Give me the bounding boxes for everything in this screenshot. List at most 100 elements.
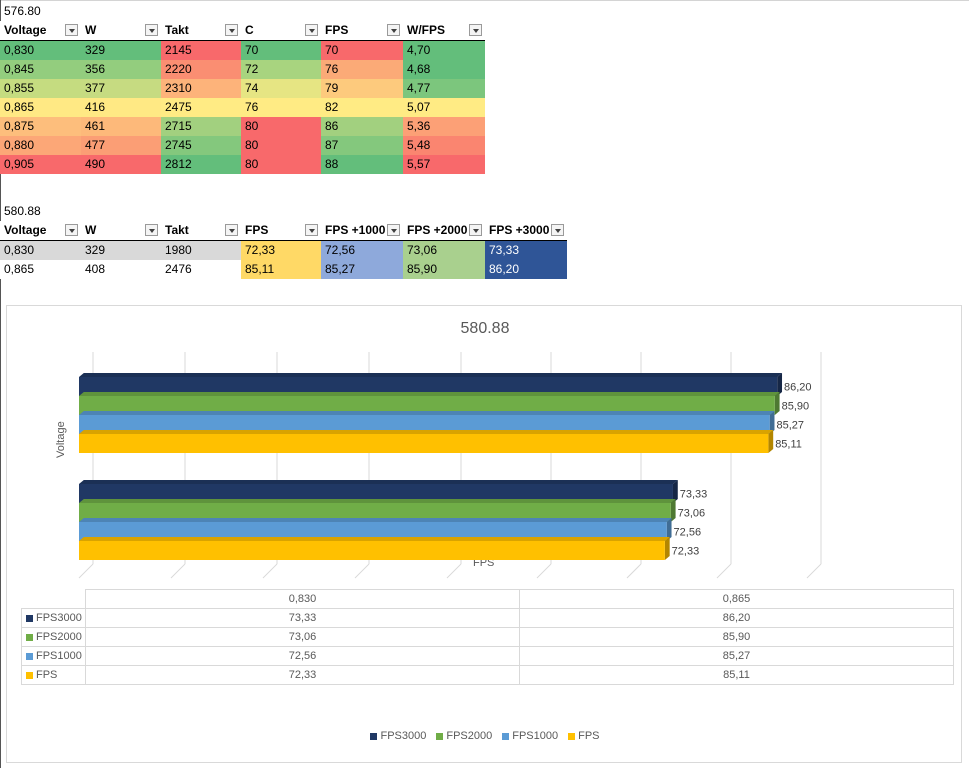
table-cell[interactable]: 72,33 xyxy=(241,240,321,260)
table-cell[interactable]: 0,865 xyxy=(0,98,81,117)
table2-header-cell[interactable]: FPS +1000 xyxy=(321,221,403,241)
data-table-value: 72,56 xyxy=(85,646,520,666)
table-cell[interactable]: 4,77 xyxy=(403,79,485,98)
data-table-row: FPS3000 73,33 86,20 xyxy=(21,608,954,628)
table2-header-cell[interactable]: FPS +3000 xyxy=(485,221,567,241)
table-cell[interactable]: 72,56 xyxy=(321,240,403,260)
table-cell[interactable]: 5,48 xyxy=(403,136,485,155)
table-cell[interactable]: 79 xyxy=(321,79,403,98)
bar-chart[interactable]: 580.88 Voltage FPS 73,33 73,06 72,56 72,33 8… xyxy=(6,305,962,763)
table-cell[interactable]: 2476 xyxy=(161,260,241,279)
table-cell[interactable]: 82 xyxy=(321,98,403,117)
table-cell[interactable]: 4,70 xyxy=(403,40,485,60)
table-cell[interactable]: 76 xyxy=(241,98,321,117)
table-cell[interactable]: 0,830 xyxy=(0,40,81,60)
table1-header-cell[interactable]: W xyxy=(81,21,161,41)
chart-bar xyxy=(79,541,665,560)
header-label: C xyxy=(245,23,254,37)
table1-header-cell[interactable]: Takt xyxy=(161,21,241,41)
header-label: Voltage xyxy=(4,223,47,237)
table-cell[interactable]: 5,36 xyxy=(403,117,485,136)
chart-bar-side xyxy=(769,411,775,434)
table1-header-cell[interactable]: C xyxy=(241,21,321,41)
table-cell[interactable]: 86 xyxy=(321,117,403,136)
table-cell[interactable]: 73,06 xyxy=(403,240,485,260)
table-cell[interactable]: 87 xyxy=(321,136,403,155)
table-cell[interactable]: 477 xyxy=(81,136,161,155)
table-cell[interactable]: 490 xyxy=(81,155,161,174)
table-cell[interactable]: 72 xyxy=(241,60,321,79)
filter-dropdown-icon[interactable] xyxy=(65,24,78,36)
table-cell[interactable]: 80 xyxy=(241,155,321,174)
filter-dropdown-icon[interactable] xyxy=(225,224,238,236)
legend-item: FPS1000 xyxy=(502,730,558,742)
table-cell[interactable]: 2475 xyxy=(161,98,241,117)
filter-dropdown-icon[interactable] xyxy=(145,24,158,36)
table-cell[interactable]: 5,57 xyxy=(403,155,485,174)
table-cell[interactable]: 85,27 xyxy=(321,260,403,279)
table2-header-cell[interactable]: Voltage xyxy=(0,221,81,241)
table-cell[interactable]: 2145 xyxy=(161,40,241,60)
table1-header-cell[interactable]: FPS xyxy=(321,21,403,41)
table-cell[interactable]: 356 xyxy=(81,60,161,79)
table-cell[interactable]: 461 xyxy=(81,117,161,136)
data-table-series-name: FPS1000 xyxy=(21,646,86,666)
table-cell[interactable]: 80 xyxy=(241,136,321,155)
filter-dropdown-icon[interactable] xyxy=(387,24,400,36)
table2-header-cell[interactable]: W xyxy=(81,221,161,241)
table1-header-cell[interactable]: W/FPS xyxy=(403,21,485,41)
table-cell[interactable]: 88 xyxy=(321,155,403,174)
table-cell[interactable]: 0,905 xyxy=(0,155,81,174)
table-cell[interactable]: 2220 xyxy=(161,60,241,79)
table-cell[interactable]: 0,855 xyxy=(0,79,81,98)
table2-header-cell[interactable]: Takt xyxy=(161,221,241,241)
table-cell[interactable]: 74 xyxy=(241,79,321,98)
table-cell[interactable]: 85,11 xyxy=(241,260,321,279)
table-cell[interactable]: 0,880 xyxy=(0,136,81,155)
legend-swatch-icon xyxy=(26,671,33,679)
filter-dropdown-icon[interactable] xyxy=(469,24,482,36)
table2-header-cell[interactable]: FPS xyxy=(241,221,321,241)
table-row: 0,880 477 2745 80 87 5,48 xyxy=(0,136,485,155)
data-table-series-name: FPS2000 xyxy=(21,627,86,647)
table-cell[interactable]: 377 xyxy=(81,79,161,98)
table-cell[interactable]: 73,33 xyxy=(485,240,567,260)
header-label: FPS +3000 xyxy=(489,223,550,237)
filter-dropdown-icon[interactable] xyxy=(225,24,238,36)
table-cell[interactable]: 4,68 xyxy=(403,60,485,79)
chart-bar xyxy=(79,522,667,541)
table-cell[interactable]: 0,830 xyxy=(0,240,81,260)
filter-dropdown-icon[interactable] xyxy=(305,24,318,36)
table-cell[interactable]: 329 xyxy=(81,240,161,260)
filter-dropdown-icon[interactable] xyxy=(551,224,564,236)
table-cell[interactable]: 0,845 xyxy=(0,60,81,79)
table1-header-cell[interactable]: Voltage xyxy=(0,21,81,41)
filter-dropdown-icon[interactable] xyxy=(65,224,78,236)
table-cell[interactable]: 2812 xyxy=(161,155,241,174)
table-cell[interactable]: 2745 xyxy=(161,136,241,155)
legend-swatch-icon xyxy=(436,732,444,740)
filter-dropdown-icon[interactable] xyxy=(387,224,400,236)
chart-bar-top xyxy=(79,499,676,503)
chart-legend: FPS3000 FPS2000 FPS1000 FPS xyxy=(7,730,963,742)
table-cell[interactable]: 1980 xyxy=(161,240,241,260)
table-cell[interactable]: 2715 xyxy=(161,117,241,136)
table-cell[interactable]: 86,20 xyxy=(485,260,567,279)
table-cell[interactable]: 2310 xyxy=(161,79,241,98)
table-cell[interactable]: 416 xyxy=(81,98,161,117)
table-cell[interactable]: 0,875 xyxy=(0,117,81,136)
table-cell[interactable]: 76 xyxy=(321,60,403,79)
filter-dropdown-icon[interactable] xyxy=(145,224,158,236)
table2-header-cell[interactable]: FPS +2000 xyxy=(403,221,485,241)
table-cell[interactable]: 85,90 xyxy=(403,260,485,279)
table-cell[interactable]: 70 xyxy=(241,40,321,60)
table-cell[interactable]: 408 xyxy=(81,260,161,279)
filter-dropdown-icon[interactable] xyxy=(469,224,482,236)
filter-dropdown-icon[interactable] xyxy=(305,224,318,236)
table-cell[interactable]: 80 xyxy=(241,117,321,136)
table-cell[interactable]: 329 xyxy=(81,40,161,60)
table-cell[interactable]: 70 xyxy=(321,40,403,60)
table-cell[interactable]: 5,07 xyxy=(403,98,485,117)
table-cell[interactable]: 0,865 xyxy=(0,260,81,279)
chart-bar xyxy=(79,503,671,522)
